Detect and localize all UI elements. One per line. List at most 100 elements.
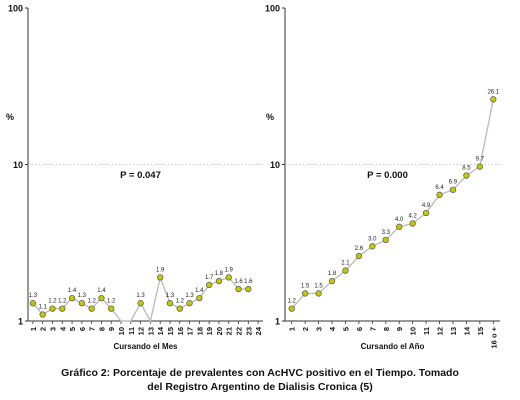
right-y-tick-label: 100 <box>265 4 280 14</box>
right-data-label: 4.2 <box>408 213 417 219</box>
figure-caption-line-2: del Registro Argentino de Dialisis Croni… <box>147 381 373 393</box>
right-x-tick-label: 7 <box>368 327 377 331</box>
right-x-tick-label: 2 <box>301 327 310 331</box>
right-data-point <box>422 209 430 217</box>
right-x-tick-label: 14 <box>462 326 471 335</box>
right-data-label: 8.5 <box>462 166 471 172</box>
left-x-tick-label: 8 <box>97 327 106 331</box>
right-data-label: 3.3 <box>382 230 391 236</box>
right-data-label: 6.9 <box>449 180 458 186</box>
left-data-label: 1.3 <box>185 293 194 299</box>
left-data-point <box>176 305 183 312</box>
left-data-label: 1.2 <box>87 299 96 305</box>
right-data-point <box>449 186 457 193</box>
right-data-point <box>369 243 376 250</box>
right-data-label: 1.5 <box>314 283 323 289</box>
left-data-point <box>98 294 105 302</box>
left-data-point <box>205 281 213 289</box>
left-data-label: 1.4 <box>97 288 106 294</box>
right-data-label: 4.9 <box>422 203 431 209</box>
left-x-tick-label: 16 <box>176 327 185 335</box>
right-x-tick-label: 9 <box>395 327 404 331</box>
left-x-tick-label: 5 <box>68 327 77 331</box>
left-data-label: 1.3 <box>136 293 145 299</box>
right-data-point <box>382 236 389 244</box>
left-data-point <box>108 305 115 312</box>
left-y-axis-label: % <box>6 112 14 122</box>
left-p-value-annotation: P = 0.047 <box>120 170 161 181</box>
left-data-point <box>225 274 232 281</box>
left-x-tick-label: 4 <box>58 326 67 331</box>
left-x-tick-label: 7 <box>88 327 97 331</box>
left-data-point <box>166 300 174 307</box>
left-data-label: 1.2 <box>48 299 57 305</box>
right-x-tick-label: 8 <box>382 327 391 331</box>
right-data-point <box>396 223 403 230</box>
left-x-tick-label: 24 <box>254 326 263 335</box>
left-x-tick-label: 2 <box>39 327 48 331</box>
right-data-label: 26.1 <box>487 89 499 95</box>
right-data-label: 2.6 <box>355 246 364 252</box>
right-data-label: 4.0 <box>395 217 404 223</box>
left-data-point <box>68 294 76 302</box>
right-x-tick-label: 11 <box>422 327 431 335</box>
right-data-label: 6.4 <box>435 185 444 191</box>
left-x-tick-label: 22 <box>235 327 244 335</box>
left-x-tick-label: 19 <box>205 327 214 335</box>
right-x-tick-label: 3 <box>315 327 324 331</box>
left-data-label: 1.1 <box>39 305 48 311</box>
left-data-label: 1.2 <box>176 299 185 305</box>
right-y-axis-label: % <box>266 112 274 122</box>
right-x-tick-label: 15 <box>476 327 485 335</box>
left-x-tick-label: 20 <box>215 327 224 335</box>
right-data-point <box>328 277 336 285</box>
left-data-label: 1.6 <box>234 279 243 285</box>
left-data-label: 1.9 <box>156 267 165 273</box>
left-data-point <box>137 300 144 307</box>
left-data-point <box>49 305 56 312</box>
left-y-tick-label: 10 <box>13 160 23 170</box>
left-y-tick-label: 1 <box>18 317 23 327</box>
left-data-label: 1.2 <box>58 299 67 305</box>
left-x-tick-label: 11 <box>127 327 136 335</box>
left-data-label: 1.3 <box>29 293 38 299</box>
left-data-point <box>196 294 203 302</box>
right-x-tick-label: 1 <box>288 327 297 331</box>
right-data-label: 2.1 <box>341 261 350 267</box>
left-data-label: 1.3 <box>166 293 175 299</box>
right-data-point <box>476 163 483 170</box>
right-data-point <box>288 305 295 312</box>
left-x-axis-title: Cursando el Mes <box>113 342 178 351</box>
left-x-tick-label: 18 <box>195 327 204 335</box>
left-x-tick-label: 10 <box>117 327 126 335</box>
right-x-tick-label: 6 <box>355 327 364 331</box>
left-data-label: 1.4 <box>195 288 204 294</box>
right-x-tick-label: 16 o + <box>489 326 498 348</box>
right-x-tick-label: 12 <box>436 327 445 335</box>
left-data-point <box>29 300 37 307</box>
left-data-point <box>245 285 252 293</box>
right-data-point <box>342 267 349 274</box>
left-data-label: 1.9 <box>225 267 234 273</box>
right-data-point <box>436 191 443 198</box>
left-x-tick-label: 9 <box>107 327 116 331</box>
left-x-tick-label: 1 <box>29 327 38 331</box>
left-data-label: 1.8 <box>215 271 224 277</box>
left-data-point <box>157 274 164 281</box>
right-y-tick-label: 10 <box>270 160 280 170</box>
right-data-label: 3.0 <box>368 236 377 242</box>
left-data-point <box>215 277 223 285</box>
left-x-tick-label: 15 <box>166 327 175 335</box>
right-x-tick-label: 5 <box>341 327 350 331</box>
right-data-point <box>355 252 363 260</box>
left-data-label: 1.4 <box>68 288 77 294</box>
left-data-label: 1.6 <box>244 279 253 285</box>
left-x-tick-label: 12 <box>137 327 146 335</box>
left-data-point <box>235 285 242 293</box>
right-data-label: 9.7 <box>476 157 485 163</box>
left-x-tick-label: 23 <box>244 327 253 335</box>
right-data-label: 1.2 <box>288 299 297 305</box>
left-data-label: 1.3 <box>78 293 87 299</box>
left-x-tick-label: 17 <box>186 327 195 335</box>
right-data-point <box>490 96 497 103</box>
